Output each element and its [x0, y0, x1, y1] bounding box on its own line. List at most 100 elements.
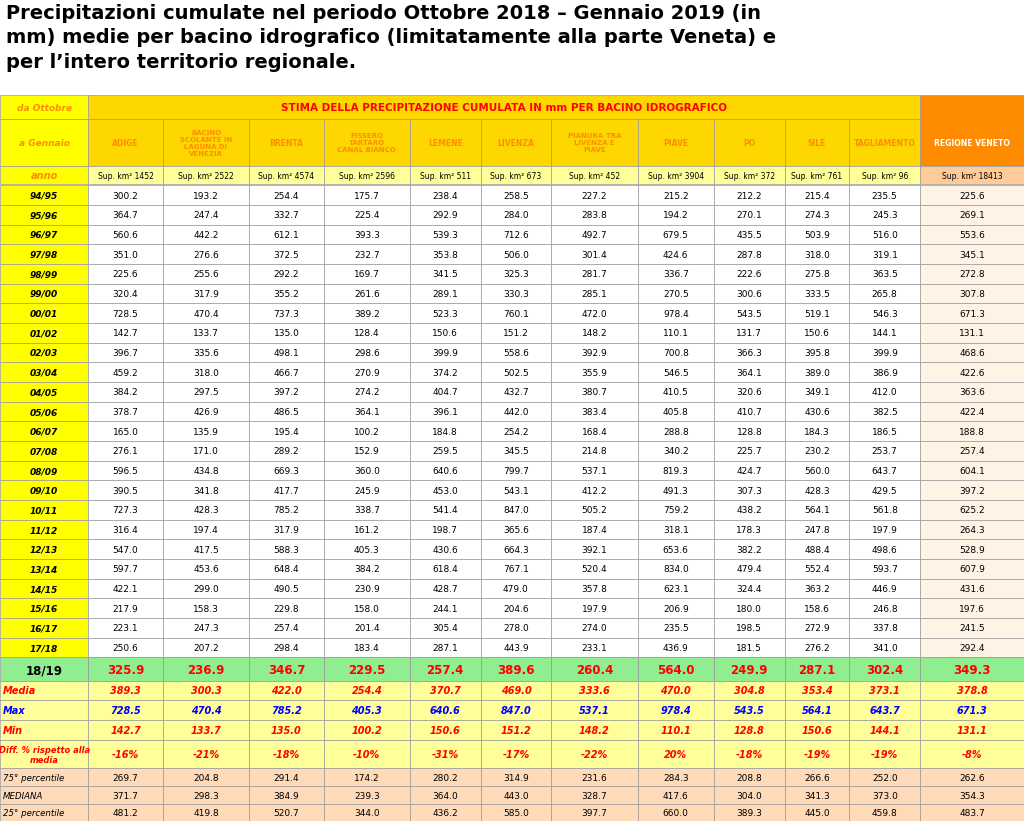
- Text: ADIGE: ADIGE: [113, 139, 139, 148]
- Text: 349.1: 349.1: [804, 388, 829, 397]
- Bar: [88, 579, 163, 599]
- Text: 443.9: 443.9: [503, 644, 528, 653]
- Bar: [920, 362, 1024, 382]
- Bar: [920, 520, 1024, 539]
- Text: 174.2: 174.2: [354, 773, 380, 782]
- Bar: [551, 362, 638, 382]
- Text: 225.4: 225.4: [354, 211, 380, 220]
- Bar: [920, 681, 1024, 700]
- Bar: [249, 480, 324, 500]
- Bar: [714, 700, 784, 720]
- Text: 254.4: 254.4: [351, 686, 382, 696]
- Bar: [0, 559, 88, 579]
- Text: 274.2: 274.2: [354, 388, 380, 397]
- Text: 217.9: 217.9: [113, 605, 138, 614]
- Text: 643.7: 643.7: [871, 467, 898, 476]
- Bar: [410, 768, 480, 787]
- Bar: [850, 362, 920, 382]
- Text: 410.5: 410.5: [663, 388, 689, 397]
- Bar: [480, 740, 551, 768]
- Text: 261.6: 261.6: [354, 290, 380, 299]
- Bar: [850, 283, 920, 303]
- Text: Sup. km² 2596: Sup. km² 2596: [339, 172, 395, 181]
- Text: 643.7: 643.7: [869, 706, 900, 716]
- Text: 640.6: 640.6: [432, 467, 458, 476]
- Bar: [163, 119, 249, 166]
- Text: 516.0: 516.0: [871, 231, 898, 240]
- Text: 470.4: 470.4: [194, 310, 219, 319]
- Text: 150.6: 150.6: [802, 726, 833, 736]
- Text: 481.2: 481.2: [113, 810, 138, 819]
- Bar: [480, 768, 551, 787]
- Bar: [551, 520, 638, 539]
- Text: 269.7: 269.7: [113, 773, 138, 782]
- Bar: [551, 119, 638, 166]
- Text: 351.0: 351.0: [113, 250, 138, 259]
- Bar: [324, 700, 410, 720]
- Bar: [0, 618, 88, 638]
- Text: Sup. km² 761: Sup. km² 761: [792, 172, 843, 181]
- Bar: [784, 500, 850, 520]
- Bar: [410, 342, 480, 362]
- Bar: [480, 599, 551, 618]
- Bar: [480, 461, 551, 480]
- Bar: [714, 638, 784, 658]
- Text: 341.8: 341.8: [194, 487, 219, 496]
- Bar: [784, 658, 850, 681]
- Bar: [88, 303, 163, 323]
- Bar: [249, 205, 324, 225]
- Text: 15/16: 15/16: [30, 605, 58, 614]
- Bar: [638, 421, 714, 441]
- Text: 151.2: 151.2: [503, 329, 528, 338]
- Text: 436.9: 436.9: [663, 644, 689, 653]
- Text: 364.7: 364.7: [113, 211, 138, 220]
- Bar: [410, 520, 480, 539]
- Text: 537.1: 537.1: [579, 706, 609, 716]
- Bar: [0, 768, 88, 787]
- Text: 543.1: 543.1: [503, 487, 528, 496]
- Bar: [784, 342, 850, 362]
- Bar: [249, 804, 324, 821]
- Bar: [714, 119, 784, 166]
- Text: 607.9: 607.9: [959, 566, 985, 575]
- Bar: [714, 787, 784, 804]
- Text: Max: Max: [3, 706, 26, 716]
- Bar: [324, 225, 410, 245]
- Bar: [784, 599, 850, 618]
- Bar: [714, 245, 784, 264]
- Text: 17/18: 17/18: [30, 644, 58, 653]
- Text: 618.4: 618.4: [432, 566, 458, 575]
- Bar: [249, 700, 324, 720]
- Bar: [324, 579, 410, 599]
- Bar: [163, 804, 249, 821]
- Text: 245.3: 245.3: [871, 211, 897, 220]
- Bar: [249, 119, 324, 166]
- Text: 94/95: 94/95: [30, 191, 58, 200]
- Text: 197.6: 197.6: [959, 605, 985, 614]
- Bar: [88, 720, 163, 740]
- Bar: [480, 342, 551, 362]
- Text: 304.8: 304.8: [734, 686, 765, 696]
- Bar: [163, 186, 249, 205]
- Bar: [324, 480, 410, 500]
- Bar: [0, 119, 88, 166]
- Text: 135.9: 135.9: [194, 428, 219, 437]
- Bar: [410, 382, 480, 401]
- Text: 341.3: 341.3: [804, 791, 829, 800]
- Bar: [163, 225, 249, 245]
- Bar: [714, 303, 784, 323]
- Text: 384.2: 384.2: [113, 388, 138, 397]
- Bar: [638, 382, 714, 401]
- Text: 148.2: 148.2: [579, 726, 609, 736]
- Bar: [480, 579, 551, 599]
- Bar: [163, 264, 249, 283]
- Text: a Gennaio: a Gennaio: [18, 139, 70, 148]
- Text: 274.3: 274.3: [804, 211, 829, 220]
- Text: 506.0: 506.0: [503, 250, 528, 259]
- Bar: [0, 205, 88, 225]
- Text: 131.7: 131.7: [736, 329, 762, 338]
- Text: 597.7: 597.7: [113, 566, 138, 575]
- Bar: [480, 205, 551, 225]
- Text: 799.7: 799.7: [503, 467, 528, 476]
- Bar: [324, 599, 410, 618]
